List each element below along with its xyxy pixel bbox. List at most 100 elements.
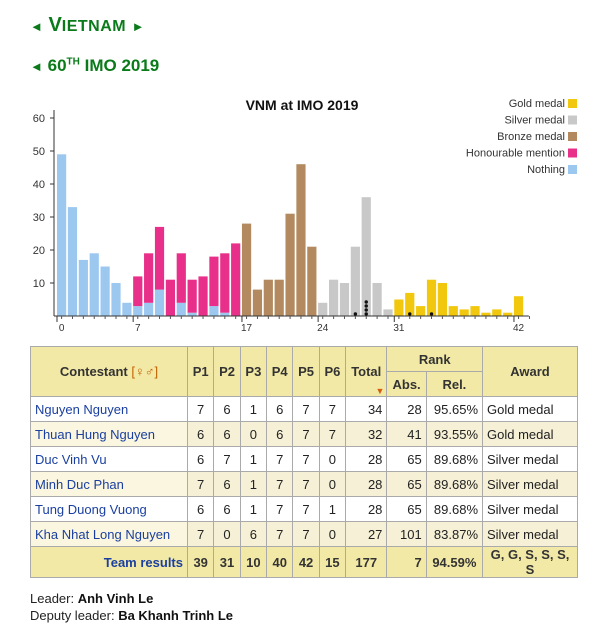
contestant-name-link[interactable]: Nguyen Nguyen [30,396,188,422]
header-award[interactable]: Award [482,346,578,397]
bar-silver-medal [350,246,360,316]
problem-score: 0 [318,521,347,547]
problem-score: 0 [239,421,268,447]
header-total[interactable]: Total ▼ [345,346,388,397]
y-tick-label: 40 [33,179,45,191]
total-score: 28 [345,471,388,497]
team-member-dot [364,308,368,312]
header-rank-abs[interactable]: Abs. [386,371,427,397]
team-results-row: Team results 39 31 10 40 42 15 177 7 94.59% G, G, … [30,546,578,578]
bar-gold-medal [437,283,447,316]
contestant-name-link[interactable]: Thuan Hung Nguyen [30,421,188,447]
problem-score: 7 [266,446,294,472]
bar-gold-medal [416,306,426,316]
bar-honourable-mention [154,226,165,290]
contestant-name-link[interactable]: Kha Nhat Long Nguyen [30,521,188,547]
header-rank-rel[interactable]: Rel. [425,371,484,397]
header-p3[interactable]: P3 [239,346,268,397]
legend-swatch [568,99,577,108]
problem-score: 7 [292,421,320,447]
bar-gold-medal [426,279,437,316]
y-tick-label: 50 [33,146,45,158]
team-member-dot [364,312,368,316]
legend-label: Nothing [527,164,565,176]
problem-score: 6 [186,446,215,472]
contestant-name-link[interactable]: Duc Vinh Vu [30,446,188,472]
bar-gold-medal [481,312,491,316]
rank-rel: 83.87% [425,521,484,547]
header-p4[interactable]: P4 [266,346,294,397]
bar-bronze-medal [241,223,252,316]
contestant-name-link[interactable]: Tung Duong Vuong [30,496,188,522]
bar-nothing [89,253,99,316]
rank-abs: 65 [386,446,427,472]
bar-silver-medal [318,302,328,316]
problem-score: 6 [213,421,241,447]
bar-nothing [176,302,186,316]
team-problem-score: 15 [318,546,347,578]
bar-nothing [144,302,154,316]
rank-rel: 89.68% [425,496,484,522]
bar-nothing [57,154,67,316]
header-p2[interactable]: P2 [213,346,241,397]
table-row: Minh Duc Phan 7 6 1 7 7 0 28 65 89.68% Silver meda… [30,471,578,497]
rank-abs: 65 [386,496,427,522]
problem-score: 7 [318,396,347,422]
header-contestant[interactable]: Contestant [♀♂] [30,346,188,397]
arrow-right-icon[interactable]: ► [131,19,145,34]
y-tick-label: 10 [33,278,45,290]
arrow-left-icon[interactable]: ◄ [30,59,43,74]
deputy-label: Deputy leader: [30,608,115,623]
table-row: Thuan Hung Nguyen 6 6 0 6 7 7 32 41 93.55% Gold me… [30,421,578,447]
edition-suffix: TH [66,56,80,68]
award-cell: Silver medal [482,446,578,472]
rank-rel: 93.55% [425,421,484,447]
legend-label: Honourable mention [466,148,565,160]
team-problem-score: 10 [239,546,268,578]
award-cell: Silver medal [482,471,578,497]
bar-gold-medal [405,292,415,316]
problem-score: 0 [318,471,347,497]
problem-score: 7 [266,471,294,497]
problem-score: 1 [239,496,268,522]
edition-heading: ◄ 60TH IMO 2019 [30,56,159,76]
problem-score: 7 [292,521,320,547]
team-rank-abs: 7 [386,546,427,578]
team-member-dot [364,300,368,304]
bar-gold-medal [448,306,458,316]
x-tick-label: 24 [317,323,329,334]
team-problem-score: 31 [213,546,241,578]
leader-line: Leader: Anh Vinh Le [30,590,233,607]
rank-rel: 89.68% [425,471,484,497]
rank-abs: 28 [386,396,427,422]
bar-gold-medal [503,312,513,316]
problem-score: 1 [318,496,347,522]
leader-label: Leader: [30,591,75,606]
edition-rest: IMO 2019 [84,56,160,75]
rank-rel: 89.68% [425,446,484,472]
bar-silver-medal [383,309,393,316]
award-cell: Silver medal [482,521,578,547]
problem-score: 0 [213,521,241,547]
team-member-dot [408,312,412,316]
bar-honourable-mention [187,279,197,313]
sort-down-icon[interactable]: ▼ [375,386,385,396]
bar-honourable-mention [209,256,219,307]
header-p6[interactable]: P6 [318,346,347,397]
bar-nothing [67,207,78,316]
problem-score: 6 [266,396,294,422]
award-cell: Gold medal [482,396,578,422]
arrow-left-icon[interactable]: ◄ [30,19,43,34]
header-p5[interactable]: P5 [292,346,320,397]
team-problem-score: 40 [266,546,294,578]
legend-label: Gold medal [509,98,565,110]
bar-nothing [122,302,132,316]
problem-score: 7 [292,396,320,422]
x-tick-label: 7 [135,323,141,334]
header-p1[interactable]: P1 [186,346,215,397]
rank-abs: 65 [386,471,427,497]
total-score: 27 [345,521,388,547]
edition-number: 60 [47,56,67,75]
table-row: Duc Vinh Vu 6 7 1 7 7 0 28 65 89.68% Silver medal [30,446,578,472]
contestant-name-link[interactable]: Minh Duc Phan [30,471,188,497]
